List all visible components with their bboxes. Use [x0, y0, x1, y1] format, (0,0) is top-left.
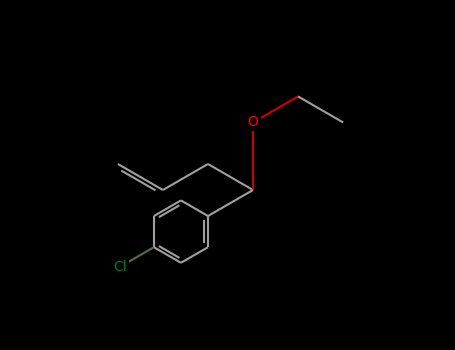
Text: O: O: [248, 116, 258, 130]
Text: Cl: Cl: [113, 260, 127, 274]
